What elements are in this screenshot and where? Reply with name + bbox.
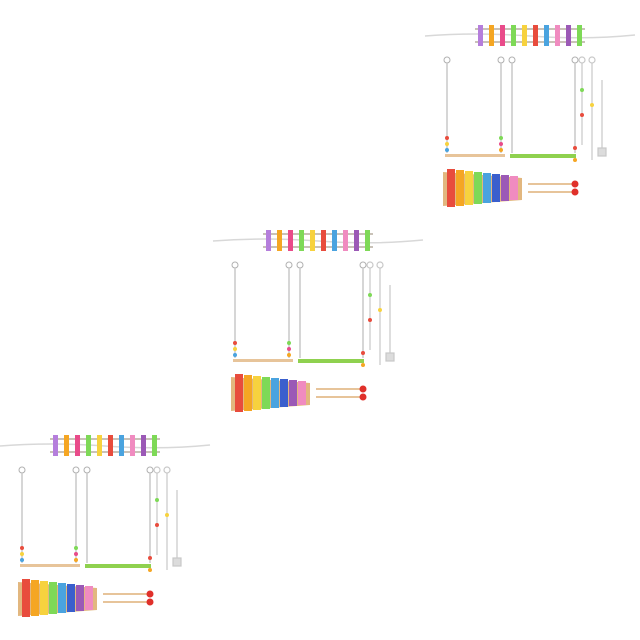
toy-set-middle bbox=[212, 229, 424, 413]
toy-set-bottom bbox=[0, 434, 211, 618]
toy-set-top bbox=[424, 24, 636, 208]
